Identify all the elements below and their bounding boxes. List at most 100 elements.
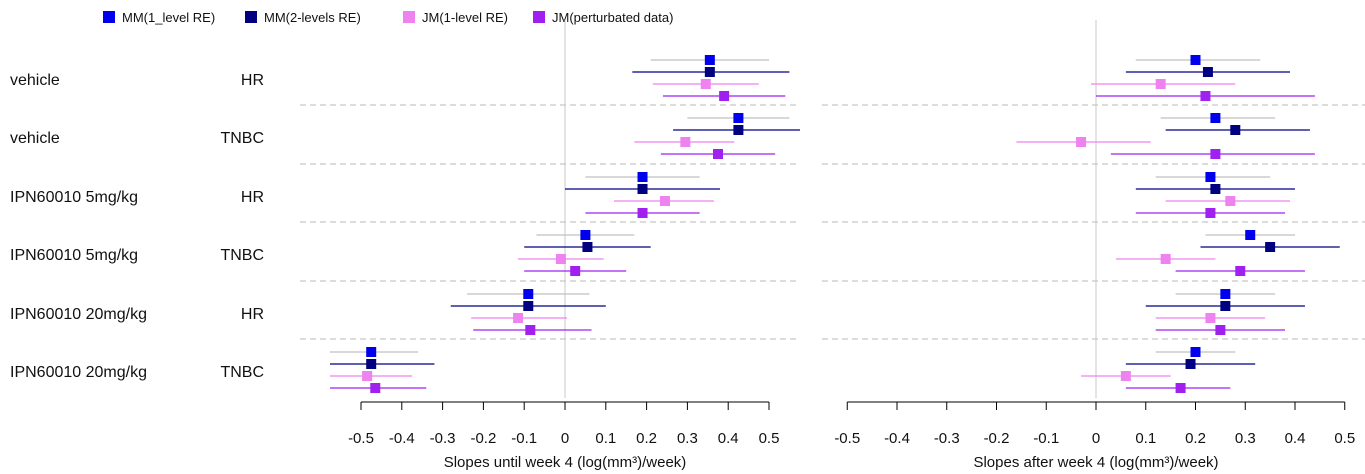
row-label-treatment: IPN60010 5mg/kg: [10, 189, 138, 206]
tick-label: -0.4: [389, 430, 415, 447]
point-estimate: [366, 347, 377, 357]
panels: -0.5 -0.4 -0.3 -0.2 -0.1 0 0.1 0.2 0.3 0.4 0.5 Slop…: [300, 20, 1365, 471]
x-axis-label: Slopes until week 4 (log(mm³)/week): [444, 454, 687, 471]
point-estimate: [523, 301, 534, 311]
row-label-subtype: TNBC: [220, 130, 264, 147]
point-estimate: [582, 242, 593, 252]
point-estimate: [1210, 149, 1221, 159]
point-estimate: [1230, 125, 1241, 135]
x-axis: -0.5 -0.4 -0.3 -0.2 -0.1 0 0.1 0.2 0.3 0.4 0.5 Slop…: [834, 401, 1355, 471]
row-label-subtype: TNBC: [220, 364, 264, 381]
point-estimate: [523, 289, 534, 299]
tick-label: 0.5: [759, 430, 780, 447]
point-estimate: [704, 55, 715, 65]
point-estimate: [1220, 289, 1231, 299]
row-label-treatment: vehicle: [10, 130, 60, 147]
tick-label: -0.5: [348, 430, 374, 447]
point-estimate: [1220, 301, 1231, 311]
row-label-treatment: IPN60010 20mg/kg: [10, 364, 147, 381]
panel-2: -0.5 -0.4 -0.3 -0.2 -0.1 0 0.1 0.2 0.3 0.4 0.5 Slop…: [822, 20, 1365, 471]
row-label-subtype: HR: [241, 306, 264, 323]
point-estimate: [700, 79, 711, 89]
legend-label: MM(2-levels RE): [264, 10, 361, 25]
tick-label: 0.3: [677, 430, 698, 447]
tick-label: 0.4: [718, 430, 739, 447]
point-estimate: [1190, 347, 1201, 357]
tick-label: -0.5: [834, 430, 860, 447]
point-estimate: [366, 359, 377, 369]
point-estimate: [1120, 371, 1131, 381]
tick-label: 0.2: [636, 430, 657, 447]
x-axis-label: Slopes after week 4 (log(mm³)/week): [973, 454, 1218, 471]
tick-label: -0.2: [984, 430, 1010, 447]
point-estimate: [659, 196, 670, 206]
point-estimate: [733, 113, 744, 123]
tick-label: 0.5: [1334, 430, 1355, 447]
row-labels: vehicle HR vehicle TNBC IPN60010 5mg/kg HR IPN…: [10, 72, 264, 381]
point-estimate: [580, 230, 591, 240]
point-estimate: [1210, 113, 1221, 123]
row-label-treatment: vehicle: [10, 72, 60, 89]
legend-swatch: [245, 11, 257, 23]
point-estimate: [1235, 266, 1246, 276]
point-estimate: [1076, 137, 1087, 147]
tick-label: -0.3: [430, 430, 456, 447]
tick-label: -0.2: [470, 430, 496, 447]
row-label-subtype: HR: [241, 189, 264, 206]
tick-label: 0.1: [1135, 430, 1156, 447]
tick-label: 0: [1092, 430, 1100, 447]
row-label-subtype: HR: [241, 72, 264, 89]
point-estimate: [1205, 208, 1216, 218]
point-estimate: [1202, 67, 1213, 77]
point-estimate: [1155, 79, 1166, 89]
legend-label: JM(perturbated data): [552, 10, 673, 25]
point-estimate: [713, 149, 723, 159]
row-label-treatment: IPN60010 20mg/kg: [10, 306, 147, 323]
legend-label: MM(1_level RE): [122, 10, 215, 25]
point-estimate: [370, 383, 381, 393]
point-estimate: [513, 313, 524, 323]
row-label-treatment: IPN60010 5mg/kg: [10, 247, 138, 264]
point-estimate: [525, 325, 536, 335]
point-estimate: [637, 208, 648, 218]
point-estimate: [362, 371, 373, 381]
point-estimate: [1200, 91, 1211, 101]
point-estimate: [555, 254, 566, 264]
point-estimate: [570, 266, 581, 276]
point-estimate: [1205, 172, 1216, 182]
point-estimate: [1160, 254, 1171, 264]
point-estimate: [704, 67, 715, 77]
tick-label: 0.3: [1235, 430, 1256, 447]
point-estimate: [1190, 55, 1201, 65]
point-estimate: [1245, 230, 1256, 240]
tick-label: 0.2: [1185, 430, 1206, 447]
point-estimate: [1215, 325, 1226, 335]
legend-swatch: [103, 11, 115, 23]
legend: MM(1_level RE) MM(2-levels RE) JM(1-level …: [103, 10, 673, 25]
tick-label: -0.3: [934, 430, 960, 447]
row-label-subtype: TNBC: [220, 247, 264, 264]
tick-label: 0.1: [595, 430, 616, 447]
tick-label: 0: [561, 430, 569, 447]
tick-label: -0.1: [511, 430, 537, 447]
tick-label: -0.4: [884, 430, 910, 447]
tick-label: -0.1: [1033, 430, 1059, 447]
point-estimate: [719, 91, 730, 101]
point-estimate: [1210, 184, 1221, 194]
legend-label: JM(1-level RE): [422, 10, 508, 25]
point-estimate: [1185, 359, 1196, 369]
legend-swatch: [403, 11, 415, 23]
point-estimate: [1175, 383, 1186, 393]
point-estimate: [680, 137, 691, 147]
x-axis: -0.5 -0.4 -0.3 -0.2 -0.1 0 0.1 0.2 0.3 0.4 0.5 Slop…: [348, 401, 780, 471]
point-estimate: [637, 184, 648, 194]
point-estimate: [1265, 242, 1276, 252]
point-estimate: [1225, 196, 1236, 206]
point-estimate: [637, 172, 648, 182]
point-estimate: [733, 125, 744, 135]
tick-label: 0.4: [1285, 430, 1306, 447]
legend-swatch: [533, 11, 545, 23]
panel-1: -0.5 -0.4 -0.3 -0.2 -0.1 0 0.1 0.2 0.3 0.4 0.5 Slop…: [300, 20, 800, 471]
point-estimate: [1205, 313, 1216, 323]
